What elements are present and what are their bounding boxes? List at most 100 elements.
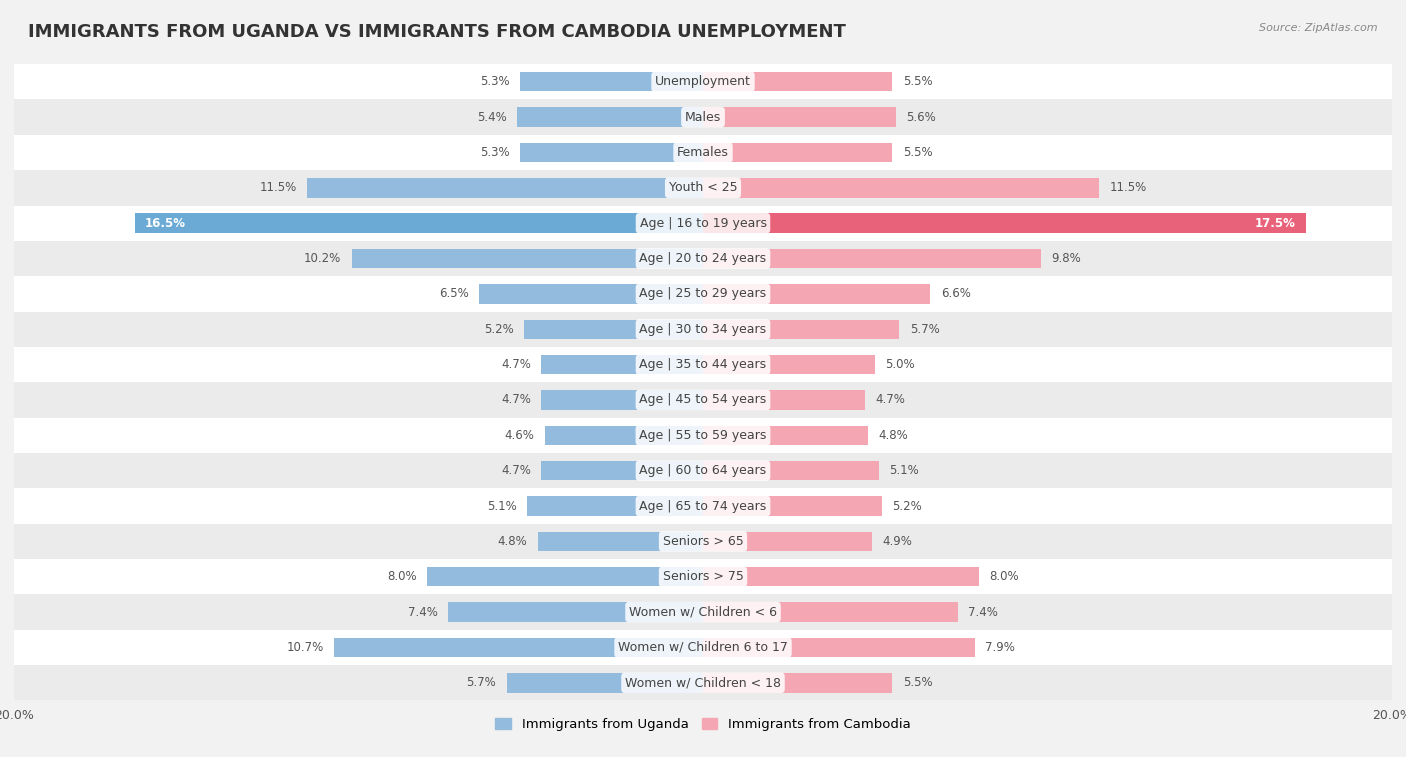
Bar [703,72,893,92]
Text: Unemployment: Unemployment [655,75,751,89]
Text: 5.7%: 5.7% [910,322,939,336]
Bar [537,531,703,551]
Bar [703,637,976,657]
Bar [703,355,875,374]
Bar [307,178,703,198]
Text: 5.3%: 5.3% [481,75,510,89]
Bar [14,665,1392,700]
Bar [703,107,896,127]
Bar [14,418,1392,453]
Bar [14,135,1392,170]
Text: Age | 55 to 59 years: Age | 55 to 59 years [640,428,766,442]
Bar [703,319,900,339]
Bar [544,425,703,445]
Text: 4.7%: 4.7% [875,394,905,407]
Bar [703,497,882,516]
Text: 16.5%: 16.5% [145,217,186,229]
Bar [352,249,703,268]
Text: 7.4%: 7.4% [969,606,998,618]
Text: 4.7%: 4.7% [501,358,531,371]
Text: Women w/ Children 6 to 17: Women w/ Children 6 to 17 [619,641,787,654]
Bar [14,630,1392,665]
Text: 5.5%: 5.5% [903,676,932,690]
Bar [703,461,879,481]
Text: Age | 25 to 29 years: Age | 25 to 29 years [640,288,766,301]
Bar [14,170,1392,205]
Bar [703,391,865,410]
Bar [703,673,893,693]
Bar [517,107,703,127]
Bar [703,143,893,162]
Bar [703,178,1099,198]
Text: 9.8%: 9.8% [1050,252,1081,265]
Bar [479,284,703,304]
Text: Women w/ Children < 6: Women w/ Children < 6 [628,606,778,618]
Text: Males: Males [685,111,721,123]
Bar [541,355,703,374]
Bar [703,425,869,445]
Bar [703,531,872,551]
Text: IMMIGRANTS FROM UGANDA VS IMMIGRANTS FROM CAMBODIA UNEMPLOYMENT: IMMIGRANTS FROM UGANDA VS IMMIGRANTS FRO… [28,23,846,41]
Text: 5.0%: 5.0% [886,358,915,371]
Text: Age | 20 to 24 years: Age | 20 to 24 years [640,252,766,265]
Text: 8.0%: 8.0% [388,570,418,583]
Text: 11.5%: 11.5% [259,182,297,195]
Text: 5.4%: 5.4% [477,111,506,123]
Bar [520,72,703,92]
Bar [703,213,1306,233]
Text: 5.5%: 5.5% [903,146,932,159]
Text: 8.0%: 8.0% [988,570,1018,583]
Text: 7.4%: 7.4% [408,606,437,618]
Bar [14,594,1392,630]
Text: Age | 65 to 74 years: Age | 65 to 74 years [640,500,766,512]
Bar [14,64,1392,99]
Text: 5.5%: 5.5% [903,75,932,89]
Text: Seniors > 65: Seniors > 65 [662,535,744,548]
Text: 10.2%: 10.2% [304,252,342,265]
Bar [541,461,703,481]
Text: 5.6%: 5.6% [907,111,936,123]
Bar [14,453,1392,488]
Bar [449,603,703,621]
Bar [524,319,703,339]
Bar [335,637,703,657]
Bar [541,391,703,410]
Text: Age | 30 to 34 years: Age | 30 to 34 years [640,322,766,336]
Text: 10.7%: 10.7% [287,641,323,654]
Bar [14,382,1392,418]
Bar [14,99,1392,135]
Text: 4.7%: 4.7% [501,464,531,477]
Text: 6.5%: 6.5% [439,288,468,301]
Bar [527,497,703,516]
Text: 4.9%: 4.9% [882,535,912,548]
Bar [14,312,1392,347]
Text: Age | 60 to 64 years: Age | 60 to 64 years [640,464,766,477]
Bar [703,284,931,304]
Bar [14,524,1392,559]
Bar [135,213,703,233]
Bar [506,673,703,693]
Text: 5.1%: 5.1% [488,500,517,512]
Text: 5.3%: 5.3% [481,146,510,159]
Text: 4.8%: 4.8% [879,428,908,442]
Bar [520,143,703,162]
Text: 7.9%: 7.9% [986,641,1015,654]
Bar [14,241,1392,276]
Text: 5.7%: 5.7% [467,676,496,690]
Text: Age | 35 to 44 years: Age | 35 to 44 years [640,358,766,371]
Text: 11.5%: 11.5% [1109,182,1147,195]
Text: 5.2%: 5.2% [893,500,922,512]
Text: 4.8%: 4.8% [498,535,527,548]
Bar [703,603,957,621]
Legend: Immigrants from Uganda, Immigrants from Cambodia: Immigrants from Uganda, Immigrants from … [489,712,917,736]
Bar [703,249,1040,268]
Bar [14,488,1392,524]
Text: Women w/ Children < 18: Women w/ Children < 18 [626,676,780,690]
Text: 4.7%: 4.7% [501,394,531,407]
Bar [14,276,1392,312]
Text: 6.6%: 6.6% [941,288,970,301]
Bar [14,347,1392,382]
Text: Seniors > 75: Seniors > 75 [662,570,744,583]
Text: 4.6%: 4.6% [505,428,534,442]
Text: Age | 45 to 54 years: Age | 45 to 54 years [640,394,766,407]
